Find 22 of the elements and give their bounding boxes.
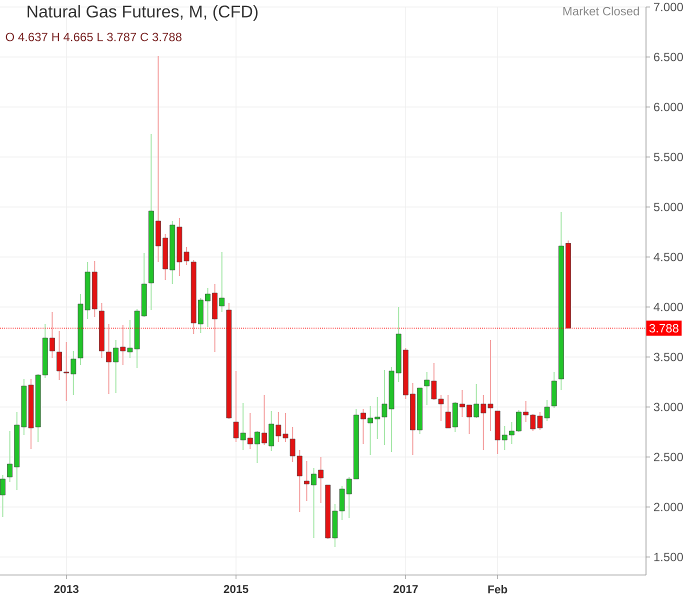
y-tick-label: 5.500: [654, 152, 683, 162]
y-tick-label: 6.500: [654, 52, 683, 62]
y-tick-label: 1.500: [654, 552, 683, 562]
chart-title: Natural Gas Futures, M, (CFD): [28, 5, 258, 21]
y-tick-label: 3.500: [654, 352, 683, 362]
y-tick-label: 2.000: [654, 502, 683, 512]
y-tick-label: 2.500: [654, 452, 683, 462]
x-tick-label: 2017: [393, 585, 418, 594]
x-tick-label: Feb: [488, 585, 508, 594]
x-tick-label: 2013: [54, 585, 79, 594]
candlestick: [56, 330, 62, 381]
y-tick-label: 3.000: [654, 402, 683, 412]
y-tick-label: 6.000: [654, 102, 683, 112]
y-tick-label: 7.000: [654, 2, 683, 12]
x-tick-label: 2015: [224, 585, 248, 594]
annotation: O 4.637 H 4.665 L 3.787 C 3.788: [6, 32, 182, 42]
annotation: Market Closed: [563, 6, 639, 16]
y-tick-label: 5.000: [654, 202, 683, 212]
y-tick-label: 4.000: [654, 302, 683, 312]
candlestick: [0, 474, 6, 518]
y-tick-label: 4.500: [654, 252, 683, 262]
ref-line-label: 3.788: [649, 324, 678, 332]
